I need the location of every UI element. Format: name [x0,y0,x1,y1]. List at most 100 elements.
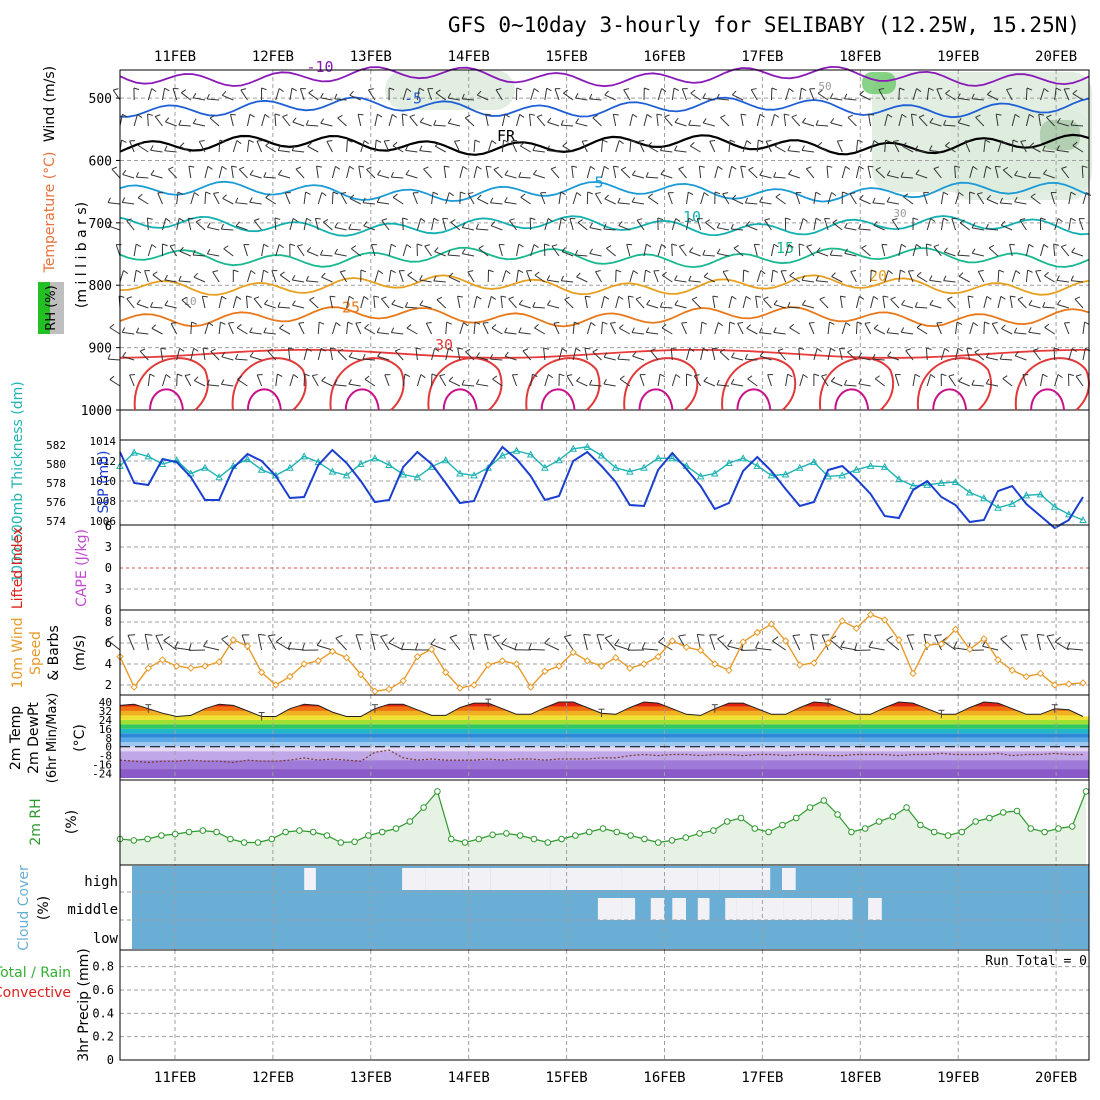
wind-barb-feather [953,641,958,649]
wind-barb-feather [147,113,153,116]
wind-barb [583,634,588,651]
wind-barb [493,169,503,179]
wind-barb-feather [971,379,975,386]
wind-barb [509,220,517,231]
wind-barb-feather [404,301,409,308]
wind-barb [391,332,404,335]
wind-barb-feather [574,249,578,256]
wind-barb-feather [787,145,791,151]
wind-barb-feather [1066,641,1071,649]
wind-barb-feather [914,373,921,378]
wind-barb-feather [1053,347,1060,350]
wind-barb [350,248,362,257]
thickness-point [1022,491,1031,499]
wind-barb [887,174,900,179]
wind-barb [774,145,786,153]
hot-loop [1030,388,1066,411]
isotherm-label: FR [497,127,516,145]
wind-barb [898,270,901,283]
wind-barb [326,141,333,153]
wind-barb-feather [274,217,281,220]
wind-barb-feather [113,88,119,91]
rh2m-point [558,835,565,843]
wind-barb-feather [858,223,862,230]
wind-barb [898,87,900,101]
rh2m-point [254,839,262,846]
wind-barb [340,193,348,205]
wind-barb [660,173,673,179]
wind-barb [830,254,843,257]
thickness-point [215,473,223,481]
wind-barb [1063,322,1070,335]
wind-barb-feather [239,166,245,170]
wind-barb-feather [349,90,354,96]
wind-barb [267,635,277,651]
thickness-point [470,471,478,479]
pressure-tick-label: 800 [89,279,112,294]
wind-barb [915,306,928,309]
wind10m-point [385,685,393,693]
wind-barb [775,196,786,205]
wind-barb [1025,244,1030,257]
rh2m-point [654,839,662,846]
wind-barb [566,375,574,387]
upper-air-panel: 5006007008009001000-10-5FR51015202530103… [81,58,1092,441]
rh2m-point [282,828,289,836]
wind-barb [201,296,206,309]
wind-barb-feather [686,373,692,377]
bottom-date-label: 17FEB [741,1070,783,1086]
wind-barb [550,168,560,179]
wind-barb-feather [618,221,623,226]
wind-barb [383,140,390,153]
wind-barb [892,141,900,153]
wind-barb [511,140,517,153]
wind-barb [1054,218,1059,231]
lifted-index-tick-label: 0 [105,561,112,575]
wind-barb [261,244,265,257]
wind-barb-feather [644,87,650,91]
wind-barb-feather [376,139,382,143]
wind-barb [875,169,886,179]
wind-barb [750,89,758,101]
wind-barb-feather [348,379,352,385]
thickness-slp-labels: 1000-500mb Thickness (dm) SLP (mb) [10,381,112,582]
wind-barb-feather [787,169,793,175]
wind-barb-feather [1057,218,1063,223]
wind-barb [785,88,790,101]
wind-barb-feather [546,300,551,306]
wind-barb [1014,201,1027,205]
thickness-point [781,470,790,478]
wind-barb-feather [1074,296,1081,300]
bottom-date-axis: 11FEB 12FEB 13FEB 14FEB 15FEB 16FEB 17FEB 18FEB… [154,1070,1077,1086]
wind-barb-feather [268,634,276,637]
wind-barb-feather [887,113,893,118]
wind-barb [155,635,163,651]
wind-barb [1036,634,1042,651]
wind-barb-feather [705,219,711,223]
wind-barb [773,304,786,309]
wind-barb-feather [509,218,515,221]
wind-barb [221,638,234,651]
isotherm-label: 30 [435,336,453,354]
rh2m-point [613,828,621,836]
wind-barb [448,380,461,387]
thickness-point [980,494,988,502]
wind-barb-feather [885,139,891,143]
wind-barb-feather [355,322,362,324]
lifted-index-tick-label: 6 [105,603,112,617]
wind-barb [320,122,333,127]
wind-barb [108,225,121,231]
wind-barb [572,192,578,205]
rh2m-point [171,830,179,838]
wind-barb-feather [717,165,723,170]
wind-barb-feather [605,634,613,639]
wind-barb-feather [184,374,191,376]
wind-barb [1053,244,1056,257]
wind-barb [276,641,291,651]
wind-barb-feather [231,165,237,168]
wind-barb-feather [237,375,242,380]
wind-barb [253,220,263,231]
wind-barb-feather [986,165,992,170]
wind-barb [988,247,999,257]
wind-barb [107,358,121,361]
